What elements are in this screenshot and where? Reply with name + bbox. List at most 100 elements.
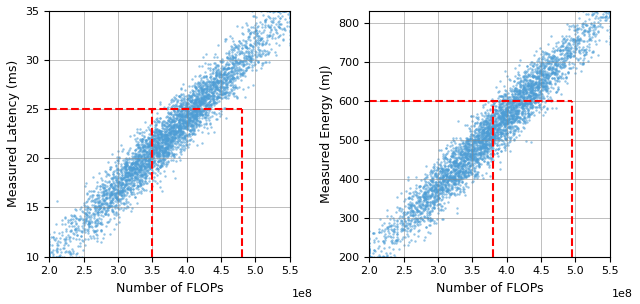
Point [444,181,454,186]
Point [453,149,463,154]
Point [212,42,223,47]
Point [118,180,128,185]
Point [231,59,241,64]
Point [164,152,174,157]
Point [100,212,111,217]
Point [479,142,489,147]
Point [177,108,187,112]
Point [415,216,425,221]
Point [144,175,154,180]
Point [209,80,220,85]
Point [210,81,220,86]
Point [152,141,163,146]
Point [464,160,474,164]
Point [129,178,139,183]
Point [526,90,536,95]
Point [500,148,510,153]
Point [111,187,121,192]
Point [266,18,276,23]
Point [486,125,496,130]
Point [486,145,497,150]
Point [97,194,107,199]
Point [605,9,615,13]
Point [522,77,532,82]
Point [428,178,438,183]
Point [453,165,463,170]
Point [198,96,208,101]
Point [167,120,177,125]
Point [189,105,199,110]
Point [115,171,125,176]
Point [158,132,168,136]
Point [470,151,480,156]
Point [182,102,192,107]
Point [589,11,599,16]
Point [584,16,594,21]
Point [413,227,424,232]
Point [163,136,173,141]
Point [198,93,209,98]
Point [214,107,225,112]
Point [273,24,284,29]
Point [164,126,175,130]
Point [601,9,611,13]
Point [184,97,194,102]
Point [454,180,464,185]
Point [465,154,476,159]
Point [147,142,157,147]
Point [102,196,113,201]
Point [568,36,578,41]
Point [232,66,242,71]
Point [466,157,476,162]
Point [134,163,145,168]
Point [524,114,534,119]
Point [456,157,466,162]
Point [578,22,588,26]
Point [505,128,515,133]
Point [478,127,488,132]
Point [178,124,188,129]
Point [465,169,476,174]
Point [194,81,204,85]
Point [183,101,193,105]
Point [213,94,223,99]
Point [163,160,173,164]
Point [127,160,137,165]
Point [185,107,195,112]
Point [186,94,196,98]
Point [152,159,163,164]
Point [256,36,266,41]
Point [404,206,414,211]
Point [126,166,136,171]
Point [463,148,474,153]
Point [160,145,170,150]
Point [101,196,111,201]
Point [120,181,131,186]
Point [525,100,535,105]
Point [505,99,515,104]
Point [90,206,100,211]
Point [441,189,451,194]
Point [177,131,187,136]
Point [121,168,131,172]
Point [145,154,155,159]
Point [228,39,238,44]
Point [147,141,157,146]
Point [493,111,503,116]
Point [521,106,531,111]
Point [157,138,167,143]
Point [180,120,191,125]
Point [425,204,435,209]
Point [232,96,243,101]
Point [462,156,472,161]
Point [186,98,196,103]
Point [116,190,127,195]
Point [513,97,523,102]
Point [95,205,105,210]
Point [127,171,137,176]
Point [469,156,479,161]
Point [111,176,122,181]
Point [600,9,610,13]
Point [435,185,445,190]
Point [407,208,417,213]
